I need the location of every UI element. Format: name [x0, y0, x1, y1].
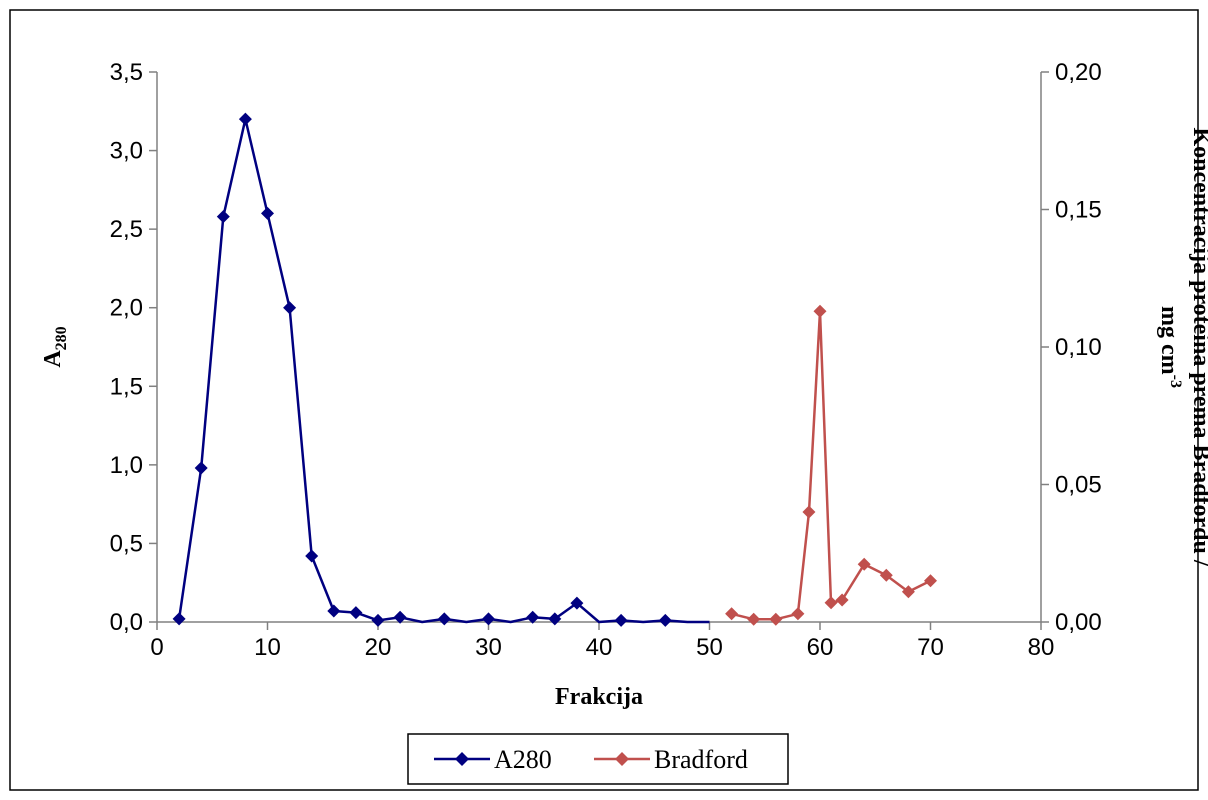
- data-point-bradford: [835, 593, 849, 607]
- data-point-bradford: [725, 607, 739, 621]
- x-tick-label: 70: [917, 634, 944, 661]
- y-left-tick-label: 1,0: [110, 452, 143, 479]
- data-point-bradford: [924, 574, 937, 588]
- legend-item-a280: A280: [434, 745, 552, 774]
- legend: A280 Bradford: [407, 733, 789, 785]
- data-point-bradford: [813, 304, 827, 318]
- x-tick-label: 80: [1028, 634, 1055, 661]
- x-tick-label: 10: [254, 634, 281, 661]
- y-right-title-sup: -3: [1167, 375, 1184, 388]
- y-left-tick-label: 2,5: [110, 216, 143, 243]
- y-left-tick-label: 0,5: [110, 530, 143, 557]
- data-point-a280: [349, 606, 363, 620]
- y-left-tick-label: 1,5: [110, 373, 143, 400]
- x-tick-label: 40: [586, 634, 613, 661]
- data-point-a280: [371, 613, 385, 627]
- x-axis-title: Frakcija: [555, 684, 643, 710]
- y-left-title-sub: 280: [53, 326, 70, 350]
- data-point-a280: [548, 612, 562, 626]
- data-point-a280: [261, 206, 274, 220]
- legend-marker-bradford: [615, 752, 629, 766]
- x-tick-label: 50: [696, 634, 723, 661]
- data-point-a280: [482, 612, 495, 626]
- legend-marker-a280: [455, 752, 469, 766]
- data-point-a280: [216, 210, 230, 224]
- data-point-a280: [238, 112, 252, 126]
- legend-item-bradford: Bradford: [594, 745, 748, 774]
- y-left-title-main: A: [40, 350, 66, 368]
- y-right-axis-title-line2: mg cm-3: [1156, 306, 1184, 388]
- axes-layer: 0 10 20 30 40 50 60 70 80 0,0 0,5 1,0 1,5 2,0 2,5 3,0 3,…: [110, 59, 1102, 661]
- legend-label-bradford: Bradford: [654, 745, 748, 774]
- data-point-a280: [614, 613, 628, 627]
- data-point-a280: [658, 613, 672, 627]
- y-left-tick-label: 3,5: [110, 59, 143, 86]
- data-point-a280: [283, 301, 297, 315]
- data-point-a280: [194, 461, 208, 475]
- data-point-a280: [526, 610, 540, 624]
- data-point-bradford: [857, 557, 871, 571]
- data-point-bradford: [747, 612, 761, 626]
- y-right-axis-title-line1: Koncentracija proteina prema Bradfordu /: [1188, 127, 1208, 566]
- y-left-axis-title: A280: [40, 326, 70, 367]
- x-tick-label: 20: [365, 634, 392, 661]
- data-point-bradford: [879, 568, 893, 582]
- data-point-bradford: [769, 612, 783, 626]
- data-point-bradford: [791, 607, 805, 621]
- y-left-tick-label: 3,0: [110, 138, 143, 165]
- y-right-title-unit: mg cm: [1156, 306, 1182, 375]
- y-right-tick-label: 0,00: [1055, 609, 1102, 636]
- data-point-a280: [437, 612, 451, 626]
- y-right-tick-label: 0,10: [1055, 334, 1102, 361]
- data-point-bradford: [901, 585, 915, 599]
- data-point-a280: [570, 596, 584, 610]
- series-layer: [172, 112, 937, 627]
- y-left-tick-label: 2,0: [110, 295, 143, 322]
- y-right-tick-label: 0,15: [1055, 197, 1102, 224]
- data-point-bradford: [802, 505, 816, 519]
- x-tick-label: 30: [475, 634, 502, 661]
- data-point-a280: [393, 610, 407, 624]
- data-point-a280: [327, 604, 341, 618]
- y-right-tick-label: 0,05: [1055, 472, 1102, 499]
- data-point-a280: [172, 612, 186, 626]
- y-right-tick-label: 0,20: [1055, 59, 1102, 86]
- data-point-a280: [305, 549, 319, 563]
- x-tick-label: 0: [150, 634, 163, 661]
- y-left-tick-label: 0,0: [110, 609, 143, 636]
- x-tick-label: 60: [807, 634, 834, 661]
- plot-area: [157, 72, 1041, 622]
- data-point-bradford: [824, 596, 838, 610]
- legend-label-a280: A280: [494, 745, 552, 774]
